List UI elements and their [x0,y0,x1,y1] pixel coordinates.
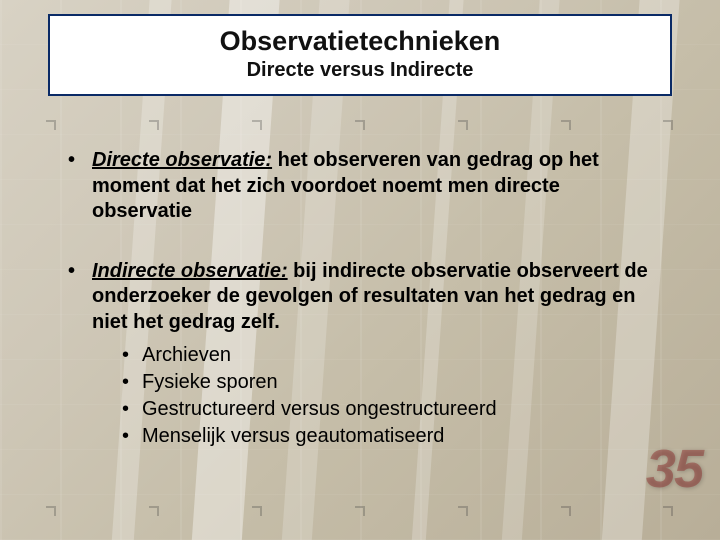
slide-title: Observatietechnieken [62,26,658,57]
bullet-item: Indirecte observatie: bij indirecte obse… [62,259,662,450]
slide-content: Directe observatie: het observeren van g… [62,148,662,484]
sub-bullet-item: Fysieke sporen [118,369,662,396]
sub-bullet-item: Gestructureerd versus ongestructureerd [118,396,662,423]
sub-bullet-list: Archieven Fysieke sporen Gestructureerd … [92,342,662,450]
bullet-item: Directe observatie: het observeren van g… [62,148,662,225]
sub-bullet-item: Archieven [118,342,662,369]
bg-tick-row [0,118,720,132]
sub-bullet-item: Menselijk versus geautomatiseerd [118,423,662,450]
title-box: Observatietechnieken Directe versus Indi… [48,14,672,96]
bg-tick-row [0,504,720,518]
bullet-term: Indirecte observatie: [92,260,288,282]
slide-subtitle: Directe versus Indirecte [62,59,658,82]
bullet-term: Directe observatie: [92,149,272,171]
